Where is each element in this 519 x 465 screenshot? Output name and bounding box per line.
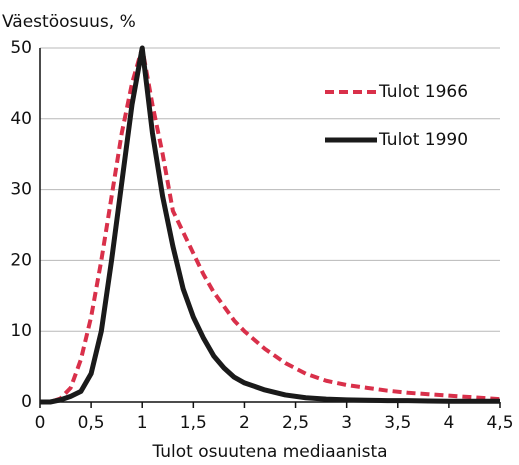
x-tick-label: 1,5 xyxy=(180,413,207,433)
legend-label: Tulot 1990 xyxy=(378,130,468,150)
y-tick-label: 20 xyxy=(10,250,32,270)
chart-title: Väestöosuus, % xyxy=(2,12,136,32)
x-axis-label: Tulot osuutena mediaanista xyxy=(151,442,387,462)
x-tick-label: 3,5 xyxy=(384,413,411,433)
y-tick-label: 10 xyxy=(10,321,32,341)
y-tick-label: 0 xyxy=(21,392,32,412)
x-tick-label: 3 xyxy=(341,413,352,433)
x-tick-label: 2 xyxy=(239,413,250,433)
x-tick-label: 0,5 xyxy=(78,413,105,433)
legend-label: Tulot 1966 xyxy=(378,82,468,102)
data-line xyxy=(40,45,500,405)
x-tick-label: 2,5 xyxy=(282,413,309,433)
y-tick-label: 50 xyxy=(10,38,32,58)
x-tick-label: 4,5 xyxy=(486,413,513,433)
x-tick-label: 4 xyxy=(443,413,454,433)
y-tick-label: 30 xyxy=(10,180,32,200)
x-tick-label: 0 xyxy=(35,413,46,433)
x-tick-label: 1 xyxy=(137,413,148,433)
data-line xyxy=(40,46,501,404)
y-tick-label: 40 xyxy=(10,109,32,129)
